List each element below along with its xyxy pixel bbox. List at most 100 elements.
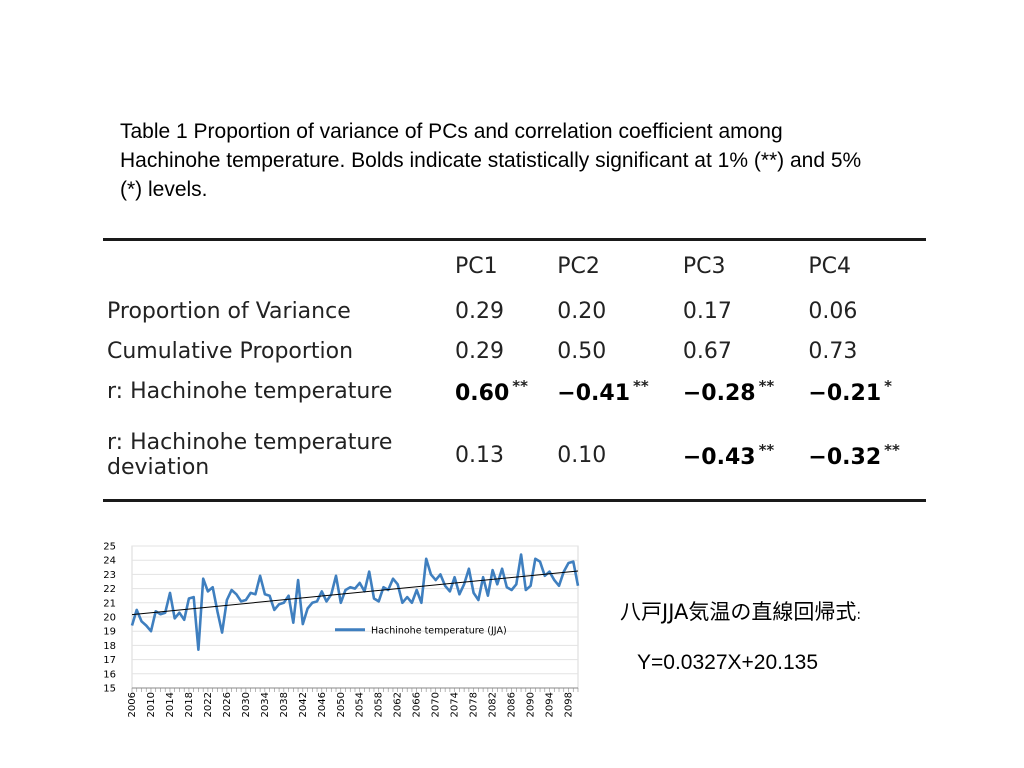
row-label-line: r: Hachinohe temperature xyxy=(107,430,393,455)
row-label-line: r: Hachinohe temperature xyxy=(107,378,393,404)
table-cell: 0.60 ** xyxy=(447,371,549,411)
regression-title-colon: : xyxy=(856,607,862,623)
significance-marker: ** xyxy=(758,376,775,395)
significance-marker: ** xyxy=(633,376,649,395)
header-pc1: PC1 xyxy=(455,253,498,279)
y-tick-label: 20 xyxy=(103,613,116,624)
header-blank xyxy=(103,241,447,291)
x-tick-label: 2006 xyxy=(127,692,138,717)
significance-marker: ** xyxy=(512,376,528,395)
temperature-line-chart: 15 16 17 18 19 20 21 22 23 24 25 2006 2010 2014 2018 20… xyxy=(103,542,580,717)
table-cell: 0.29 xyxy=(447,291,549,331)
table-caption: Table 1 Proportion of variance of PCs an… xyxy=(120,120,862,201)
table-header-row: PC1 PC2 PC3 PC4 xyxy=(103,241,926,291)
cell-value: 0.73 xyxy=(808,338,858,364)
y-tick-label: 19 xyxy=(103,627,116,638)
table-cell: 0.13 xyxy=(447,411,549,499)
cell-value: 0.06 xyxy=(808,298,858,324)
y-tick-label: 24 xyxy=(103,556,116,567)
x-tick-label: 2050 xyxy=(336,692,347,717)
x-tick-label: 2062 xyxy=(393,692,404,717)
y-tick-label: 25 xyxy=(103,542,116,553)
x-tick-label: 2070 xyxy=(431,692,442,717)
significance-marker: * xyxy=(884,376,892,395)
table-cell: −0.43 ** xyxy=(675,411,801,499)
table-row: Cumulative Proportion 0.29 0.50 0.67 0.73 xyxy=(103,331,926,371)
y-tick-label: 15 xyxy=(103,684,116,695)
x-tick-label: 2098 xyxy=(564,692,575,717)
table-cell: 0.20 xyxy=(549,291,675,331)
significance-marker: ** xyxy=(758,440,775,459)
y-tick-label: 22 xyxy=(103,584,116,595)
cell-value: −0.32 xyxy=(808,444,882,470)
cell-value: 0.13 xyxy=(455,442,504,468)
x-tick-label: 2014 xyxy=(165,692,176,717)
table-row: r: Hachinohe temperature deviation 0.13 0.1… xyxy=(103,411,926,499)
y-tick-label: 18 xyxy=(103,641,116,652)
cell-value: 0.60 xyxy=(455,380,510,406)
cell-value: 0.20 xyxy=(557,298,607,324)
significance-marker: ** xyxy=(884,440,900,459)
legend-label: Hachinohe temperature (JJA) xyxy=(371,625,507,636)
x-tick-label: 2034 xyxy=(260,692,271,717)
header-pc3: PC3 xyxy=(682,253,726,279)
y-tick-label: 17 xyxy=(103,655,116,666)
regression-title-text: 八戸JJA気温の直線回帰式 xyxy=(620,600,857,624)
table-cell: −0.41 ** xyxy=(549,371,675,411)
table-cell: 0.67 xyxy=(675,331,801,371)
table-row: r: Hachinohe temperature 0.60 ** −0.41 ** −0.… xyxy=(103,371,926,411)
y-tick-label: 21 xyxy=(103,598,116,609)
cell-value: −0.43 xyxy=(682,444,756,470)
x-tick-label: 2078 xyxy=(469,692,480,717)
y-tick-label: 16 xyxy=(103,669,116,680)
x-tick-label: 2086 xyxy=(507,692,518,717)
x-tick-label: 2066 xyxy=(412,692,423,717)
x-tick-label: 2058 xyxy=(374,692,385,717)
x-tick-label: 2074 xyxy=(450,692,461,717)
x-tick-label: 2042 xyxy=(298,692,309,717)
row-label: Cumulative Proportion xyxy=(103,331,447,371)
cell-value: 0.29 xyxy=(455,298,504,324)
x-tick-label: 2026 xyxy=(222,692,233,717)
table-cell: 0.06 xyxy=(800,291,926,331)
x-tick-label: 2018 xyxy=(184,692,195,717)
cell-value: −0.28 xyxy=(682,380,756,406)
x-tick-label: 2022 xyxy=(203,692,214,717)
x-tick-label: 2082 xyxy=(488,692,499,717)
header-pc4: PC4 xyxy=(808,253,852,279)
cell-value: 0.67 xyxy=(682,338,732,364)
x-tick-label: 2038 xyxy=(279,692,290,717)
regression-equation: Y=0.0327X+20.135 xyxy=(637,651,819,674)
series-line-hachinohe xyxy=(130,553,580,651)
trend-line xyxy=(131,570,579,616)
table-cell: −0.28 ** xyxy=(675,371,801,411)
x-tick-label: 2030 xyxy=(241,692,252,717)
cell-value: 0.50 xyxy=(557,338,607,364)
table-cell: 0.50 xyxy=(549,331,675,371)
pc-table: PC1 PC2 PC3 PC4 Proportion of Variance 0.29 0.… xyxy=(103,238,926,502)
table-row: Proportion of Variance 0.29 0.20 0.17 0.06 xyxy=(103,291,926,331)
x-tick-label: 2054 xyxy=(355,692,366,717)
table-cell: 0.17 xyxy=(675,291,801,331)
cell-value: −0.21 xyxy=(808,380,882,406)
table-cell: −0.32 ** xyxy=(800,411,926,499)
cell-value: 0.29 xyxy=(455,338,504,364)
table-cell: −0.21 * xyxy=(800,371,926,411)
cell-value: 0.10 xyxy=(557,442,607,468)
cell-value: −0.41 xyxy=(557,380,630,406)
x-tick-label: 2046 xyxy=(317,692,328,717)
cell-value: 0.17 xyxy=(682,298,732,324)
row-label-line: Proportion of Variance xyxy=(107,298,351,324)
table-cell: 0.29 xyxy=(447,331,549,371)
row-label: Proportion of Variance xyxy=(103,291,447,331)
x-tick-label: 2010 xyxy=(146,692,157,717)
header-pc2: PC2 xyxy=(557,253,600,279)
table-cell: 0.10 xyxy=(549,411,675,499)
y-tick-label: 23 xyxy=(103,570,116,581)
table-cell: 0.73 xyxy=(800,331,926,371)
row-label-line: Cumulative Proportion xyxy=(107,338,354,364)
regression-title: 八戸JJA気温の直線回帰式: xyxy=(620,596,861,626)
x-tick-label: 2090 xyxy=(526,692,537,717)
row-label: r: Hachinohe temperature xyxy=(103,371,447,411)
row-label-line: deviation xyxy=(107,455,210,480)
